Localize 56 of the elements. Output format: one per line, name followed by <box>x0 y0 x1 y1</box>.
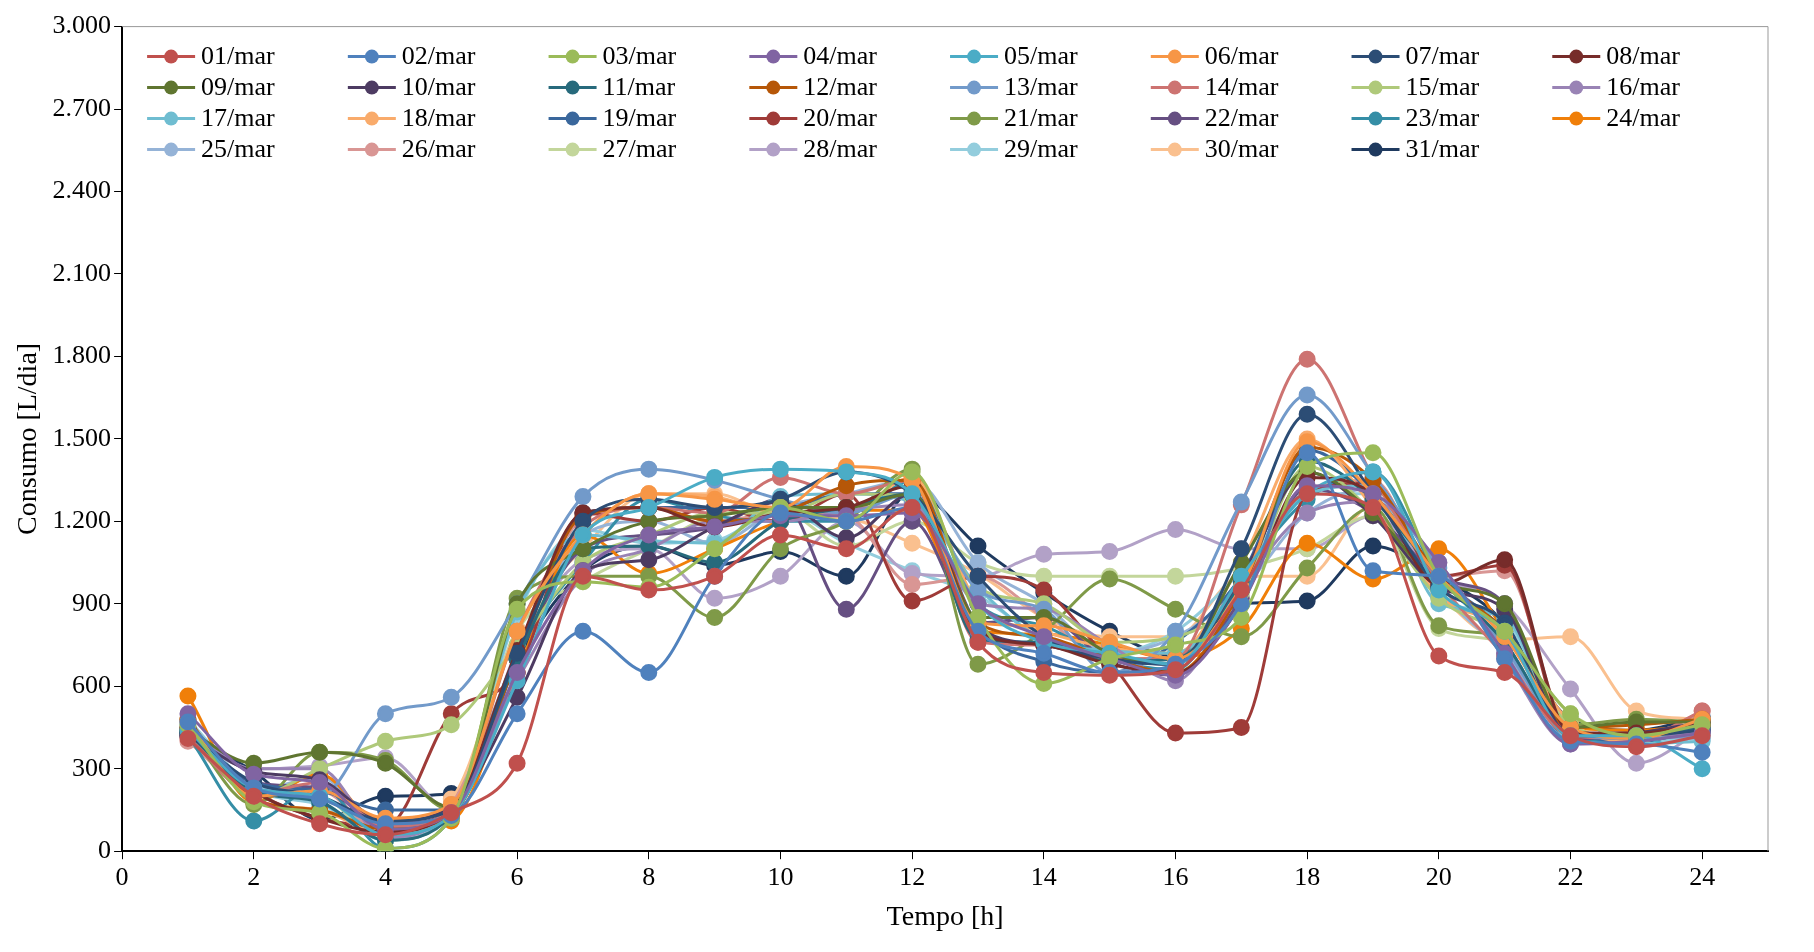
legend-label: 17/mar <box>201 103 276 133</box>
legend-label: 22/mar <box>1204 103 1279 133</box>
y-axis-title: Consumo [L/dia] <box>11 342 43 535</box>
y-tick-label: 1.800 <box>52 340 112 370</box>
x-tick-label: 18 <box>1294 861 1321 891</box>
legend-label: 31/mar <box>1405 134 1480 164</box>
legend-label: 03/mar <box>602 41 677 71</box>
legend-label: 28/mar <box>803 134 878 164</box>
x-tick-label: 20 <box>1425 861 1452 891</box>
legend-label: 23/mar <box>1405 103 1480 133</box>
legend-label: 11/mar <box>602 72 676 102</box>
x-tick-label: 22 <box>1557 861 1584 891</box>
x-tick-label: 6 <box>510 861 524 891</box>
y-tick-label: 2.400 <box>52 175 112 205</box>
y-tick-label: 2.100 <box>52 257 112 287</box>
x-axis-title: Tempo [h] <box>886 899 1004 931</box>
legend-label: 27/mar <box>602 134 677 164</box>
x-tick-label: 4 <box>378 861 392 891</box>
legend-label: 25/mar <box>201 134 276 164</box>
legend-label: 18/mar <box>401 103 476 133</box>
legend-label: 20/mar <box>803 103 878 133</box>
legend-label: 21/mar <box>1004 103 1079 133</box>
y-tick-label: 3.000 <box>52 10 112 40</box>
x-tick-label: 8 <box>642 861 656 891</box>
legend-label: 30/mar <box>1204 134 1279 164</box>
legend-label: 07/mar <box>1405 41 1480 71</box>
legend-label: 06/mar <box>1204 41 1279 71</box>
legend-label: 04/mar <box>803 41 878 71</box>
legend-label: 26/mar <box>401 134 476 164</box>
legend-label: 14/mar <box>1204 72 1279 102</box>
y-tick-label: 900 <box>72 587 112 617</box>
legend-label: 24/mar <box>1606 103 1681 133</box>
y-tick-label: 1.200 <box>52 505 112 535</box>
legend-label: 02/mar <box>401 41 476 71</box>
legend-label: 05/mar <box>1004 41 1079 71</box>
legend-label: 15/mar <box>1405 72 1480 102</box>
x-tick-label: 16 <box>1162 861 1189 891</box>
legend-label: 09/mar <box>201 72 276 102</box>
legend-label: 10/mar <box>401 72 476 102</box>
y-tick-label: 600 <box>72 670 112 700</box>
legend-label: 19/mar <box>602 103 677 133</box>
y-tick-label: 2.700 <box>52 92 112 122</box>
x-tick-label: 14 <box>1030 861 1057 891</box>
x-tick-label: 24 <box>1689 861 1716 891</box>
legend-label: 08/mar <box>1606 41 1681 71</box>
y-tick-label: 300 <box>72 752 112 782</box>
y-tick-label: 0 <box>98 835 112 865</box>
x-tick-label: 10 <box>767 861 794 891</box>
legend-label: 12/mar <box>803 72 878 102</box>
legend-label: 13/mar <box>1004 72 1079 102</box>
legend-label: 29/mar <box>1004 134 1079 164</box>
x-tick-label: 2 <box>247 861 261 891</box>
x-tick-label: 12 <box>899 861 926 891</box>
y-tick-label: 1.500 <box>52 422 112 452</box>
legend-label: 16/mar <box>1606 72 1681 102</box>
legend-label: 01/mar <box>201 41 276 71</box>
